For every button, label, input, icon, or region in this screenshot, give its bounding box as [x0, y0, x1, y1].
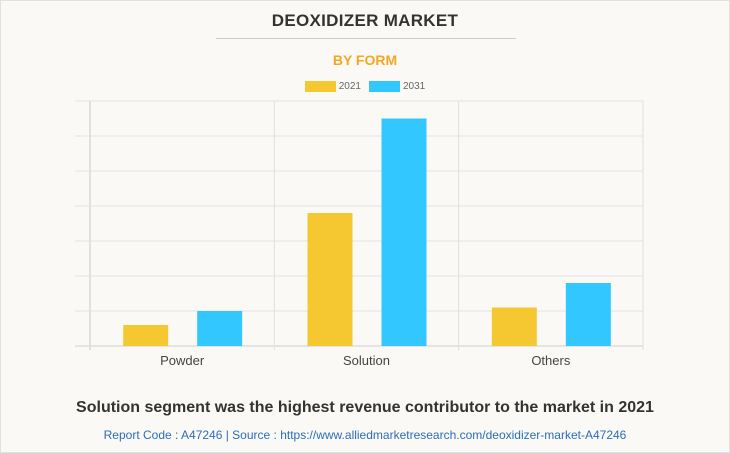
bar-solution-2021 [307, 213, 353, 346]
chart-subtitle: BY FORM [332, 52, 398, 68]
bar-powder-2031 [197, 311, 243, 346]
legend-label: 2021 [338, 81, 361, 93]
legend: 2021 2031 [1, 81, 729, 92]
x-tick-label: Solution [343, 353, 390, 368]
chart-note: Solution segment was the highest revenue… [76, 399, 654, 416]
legend-item-2031[interactable]: 2031 [369, 81, 425, 92]
legend-item-2021[interactable]: 2021 [304, 81, 361, 93]
legend-swatch-2021 [304, 81, 336, 92]
title-divider [216, 38, 516, 39]
bar-others-2021 [491, 307, 537, 346]
legend-swatch-2031 [369, 81, 400, 92]
bar-others-2031 [565, 283, 611, 346]
bar-powder-2021 [123, 325, 169, 346]
legend-label: 2031 [403, 81, 426, 93]
source-line[interactable]: Report Code : A47246 | Source : https://… [103, 428, 627, 442]
x-tick-label: Powder [160, 353, 205, 368]
x-tick-label: Others [531, 353, 571, 368]
bar-solution-2031 [381, 118, 427, 346]
chart-title: DEOXIDIZER MARKET [271, 11, 459, 30]
